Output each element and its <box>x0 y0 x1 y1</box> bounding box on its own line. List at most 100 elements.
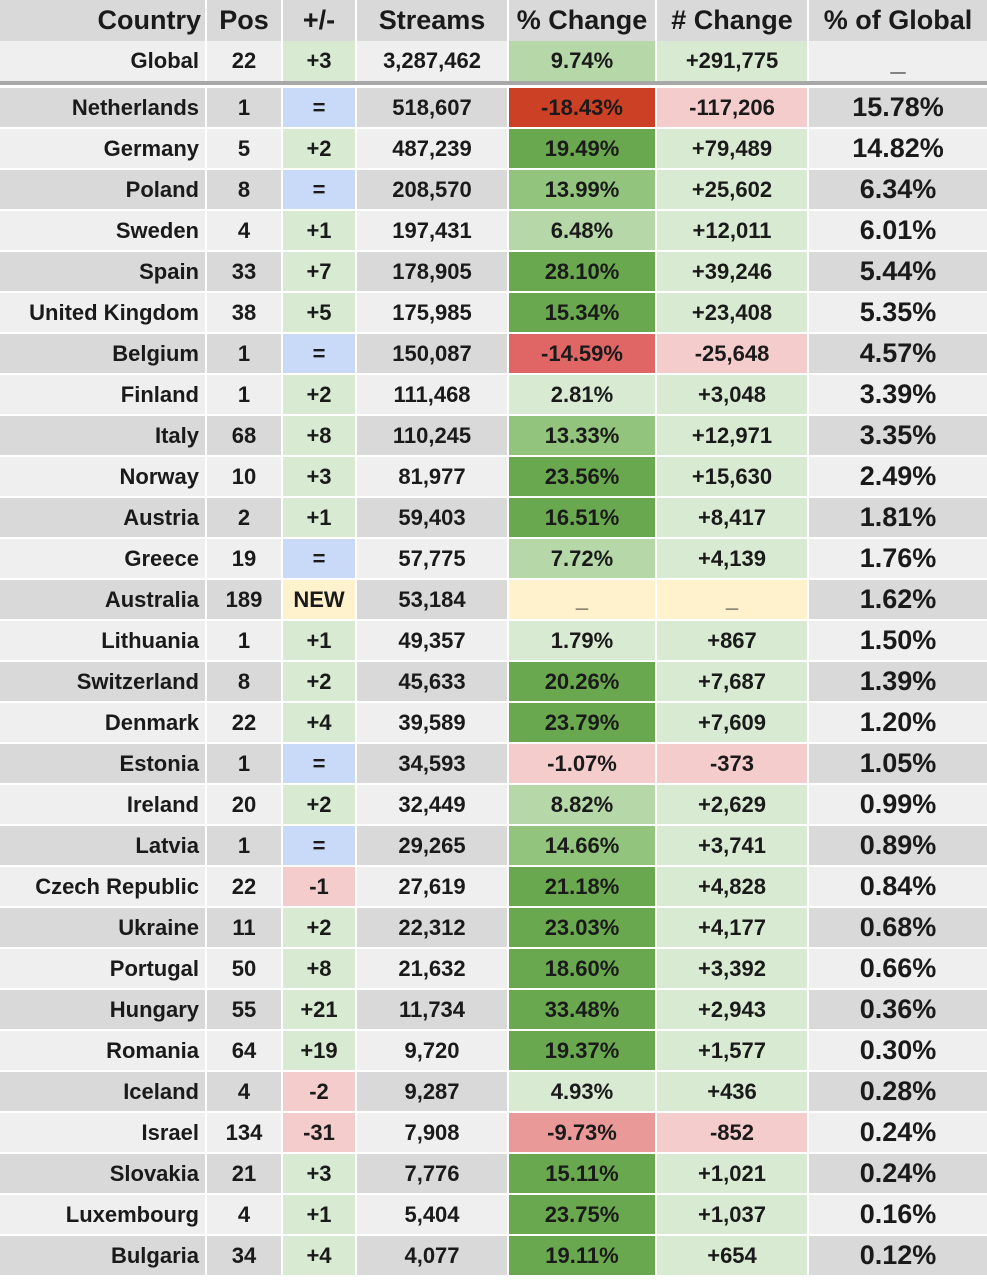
cell-country: Germany <box>0 129 207 168</box>
cell-move: +8 <box>283 949 357 988</box>
cell-streams: 53,184 <box>357 580 509 619</box>
cell-pos: 19 <box>207 539 283 578</box>
table-row: Estonia 1 = 34,593 -1.07% -373 1.05% <box>0 744 987 783</box>
cell-pos: 189 <box>207 580 283 619</box>
cell-pct-change: _ <box>509 580 657 619</box>
cell-pct-global: 0.66% <box>809 949 987 988</box>
cell-pos: 4 <box>207 1195 283 1234</box>
cell-pos: 55 <box>207 990 283 1029</box>
cell-streams: 11,734 <box>357 990 509 1029</box>
cell-pct-global: 1.50% <box>809 621 987 660</box>
cell-streams: 518,607 <box>357 88 509 127</box>
col-header-country: Country <box>0 0 207 41</box>
table-row: Denmark 22 +4 39,589 23.79% +7,609 1.20% <box>0 703 987 742</box>
cell-pct-change: 18.60% <box>509 949 657 988</box>
cell-pct-global: 6.34% <box>809 170 987 209</box>
cell-move: +7 <box>283 252 357 291</box>
cell-pct-global: 0.24% <box>809 1113 987 1152</box>
table-row: Finland 1 +2 111,468 2.81% +3,048 3.39% <box>0 375 987 414</box>
cell-num-change: +23,408 <box>657 293 809 332</box>
cell-pct-global: _ <box>809 41 987 81</box>
cell-pct-change: 8.82% <box>509 785 657 824</box>
cell-move: +4 <box>283 1236 357 1275</box>
cell-streams: 197,431 <box>357 211 509 250</box>
cell-pct-global: 1.20% <box>809 703 987 742</box>
cell-pos: 34 <box>207 1236 283 1275</box>
cell-pct-global: 0.16% <box>809 1195 987 1234</box>
cell-num-change: +4,828 <box>657 867 809 906</box>
cell-pct-global: 0.84% <box>809 867 987 906</box>
cell-num-change: +654 <box>657 1236 809 1275</box>
col-header-pos: Pos <box>207 0 283 41</box>
cell-pct-global: 0.99% <box>809 785 987 824</box>
cell-move: +1 <box>283 621 357 660</box>
cell-country: Poland <box>0 170 207 209</box>
cell-num-change: +291,775 <box>657 41 809 81</box>
cell-pct-change: 20.26% <box>509 662 657 701</box>
cell-streams: 9,720 <box>357 1031 509 1070</box>
cell-country: Finland <box>0 375 207 414</box>
cell-move: = <box>283 826 357 865</box>
cell-streams: 32,449 <box>357 785 509 824</box>
cell-streams: 57,775 <box>357 539 509 578</box>
cell-pct-global: 6.01% <box>809 211 987 250</box>
cell-num-change: +12,971 <box>657 416 809 455</box>
cell-move: = <box>283 334 357 373</box>
table-row: Greece 19 = 57,775 7.72% +4,139 1.76% <box>0 539 987 578</box>
cell-pos: 64 <box>207 1031 283 1070</box>
table-row: Hungary 55 +21 11,734 33.48% +2,943 0.36% <box>0 990 987 1029</box>
table-row: Germany 5 +2 487,239 19.49% +79,489 14.82% <box>0 129 987 168</box>
table-row: Switzerland 8 +2 45,633 20.26% +7,687 1.39% <box>0 662 987 701</box>
cell-pos: 33 <box>207 252 283 291</box>
table-row: Lithuania 1 +1 49,357 1.79% +867 1.50% <box>0 621 987 660</box>
cell-pos: 1 <box>207 621 283 660</box>
cell-country: Portugal <box>0 949 207 988</box>
cell-move: = <box>283 88 357 127</box>
cell-pct-change: 23.75% <box>509 1195 657 1234</box>
cell-num-change: +436 <box>657 1072 809 1111</box>
table-row: Austria 2 +1 59,403 16.51% +8,417 1.81% <box>0 498 987 537</box>
col-header-pct-change: % Change <box>509 0 657 41</box>
cell-pos: 22 <box>207 867 283 906</box>
table-row: Ukraine 11 +2 22,312 23.03% +4,177 0.68% <box>0 908 987 947</box>
cell-pct-change: 23.79% <box>509 703 657 742</box>
cell-country: Global <box>0 41 207 81</box>
cell-num-change: +8,417 <box>657 498 809 537</box>
cell-move: -2 <box>283 1072 357 1111</box>
cell-country: Hungary <box>0 990 207 1029</box>
cell-pct-global: 1.05% <box>809 744 987 783</box>
col-header-move: +/- <box>283 0 357 41</box>
cell-move: +4 <box>283 703 357 742</box>
cell-pos: 4 <box>207 1072 283 1111</box>
cell-streams: 487,239 <box>357 129 509 168</box>
cell-pct-change: 15.11% <box>509 1154 657 1193</box>
cell-pct-change: 19.11% <box>509 1236 657 1275</box>
cell-pct-change: 6.48% <box>509 211 657 250</box>
cell-num-change: +12,011 <box>657 211 809 250</box>
cell-pct-global: 0.89% <box>809 826 987 865</box>
cell-pos: 1 <box>207 744 283 783</box>
cell-pct-change: 21.18% <box>509 867 657 906</box>
table-row: Italy 68 +8 110,245 13.33% +12,971 3.35% <box>0 416 987 455</box>
table-row: Israel 134 -31 7,908 -9.73% -852 0.24% <box>0 1113 987 1152</box>
cell-num-change: +1,037 <box>657 1195 809 1234</box>
cell-country: United Kingdom <box>0 293 207 332</box>
cell-pct-global: 3.39% <box>809 375 987 414</box>
cell-country: Greece <box>0 539 207 578</box>
cell-streams: 81,977 <box>357 457 509 496</box>
table-row: Romania 64 +19 9,720 19.37% +1,577 0.30% <box>0 1031 987 1070</box>
cell-pct-change: -9.73% <box>509 1113 657 1152</box>
cell-move: +2 <box>283 129 357 168</box>
cell-pct-global: 0.30% <box>809 1031 987 1070</box>
cell-streams: 111,468 <box>357 375 509 414</box>
cell-streams: 59,403 <box>357 498 509 537</box>
cell-pct-change: 23.56% <box>509 457 657 496</box>
cell-move: = <box>283 170 357 209</box>
cell-pct-global: 14.82% <box>809 129 987 168</box>
cell-country: Israel <box>0 1113 207 1152</box>
cell-pos: 22 <box>207 703 283 742</box>
cell-pos: 21 <box>207 1154 283 1193</box>
cell-num-change: +3,392 <box>657 949 809 988</box>
cell-pct-change: 9.74% <box>509 41 657 81</box>
